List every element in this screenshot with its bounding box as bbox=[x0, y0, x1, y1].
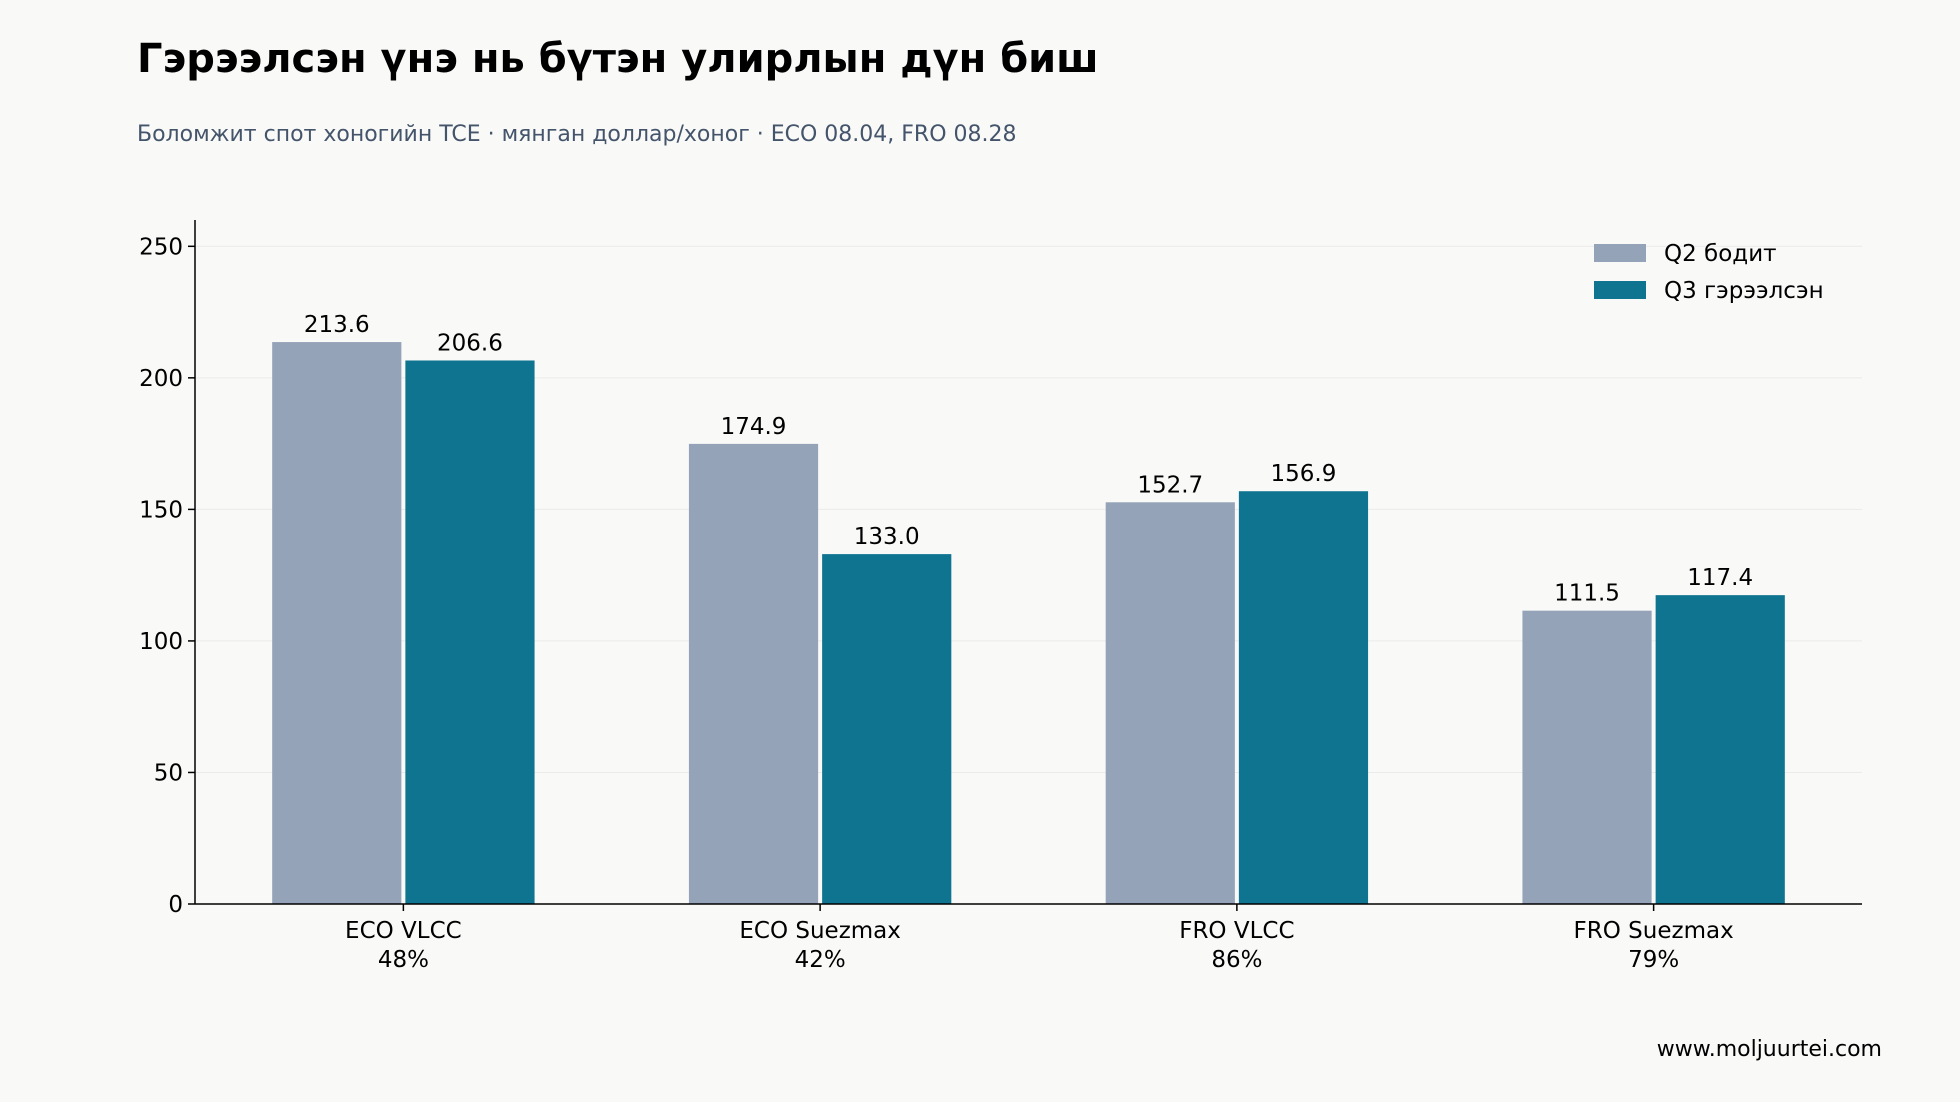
source-credit: www.moljuurtei.com bbox=[1656, 1037, 1882, 1062]
y-tick-label: 250 bbox=[139, 234, 183, 260]
data-label: 213.6 bbox=[304, 312, 370, 338]
y-tick-label: 150 bbox=[139, 497, 183, 523]
legend-swatch bbox=[1594, 244, 1646, 262]
data-label: 111.5 bbox=[1554, 581, 1620, 607]
y-tick-label: 100 bbox=[139, 629, 183, 655]
chart-subtitle: Боломжит спот хоногийн TCE · мянган долл… bbox=[137, 122, 1017, 147]
x-tick-label: 42% bbox=[795, 947, 846, 973]
y-tick-label: 0 bbox=[168, 892, 183, 918]
legend-swatch bbox=[1594, 281, 1646, 299]
x-tick-label: 86% bbox=[1211, 947, 1262, 973]
legend-label: Q3 гэрээлсэн bbox=[1664, 278, 1824, 304]
data-label: 206.6 bbox=[437, 330, 503, 356]
bar bbox=[688, 443, 819, 904]
y-tick-label: 200 bbox=[139, 366, 183, 392]
data-label: 152.7 bbox=[1137, 472, 1203, 498]
bars bbox=[272, 342, 1785, 905]
y-tick-label: 50 bbox=[154, 760, 183, 786]
bar bbox=[405, 360, 535, 905]
bar bbox=[1522, 610, 1652, 904]
chart-title: Гэрээлсэн үнэ нь бүтэн улирлын дүн биш bbox=[137, 36, 1099, 82]
bar bbox=[272, 342, 402, 904]
bar bbox=[1655, 595, 1785, 904]
axes: 0 50 100 150 200 250 ECO VLCC 48% ECO Suezmax 42%… bbox=[139, 220, 1862, 973]
x-tick-label: FRO VLCC bbox=[1179, 918, 1294, 944]
data-label: 156.9 bbox=[1271, 461, 1337, 487]
x-tick-label: 48% bbox=[378, 947, 429, 973]
bar bbox=[1238, 491, 1369, 904]
x-tick-label: FRO Suezmax bbox=[1574, 918, 1734, 944]
x-tick-label: 79% bbox=[1628, 947, 1679, 973]
data-label: 133.0 bbox=[854, 524, 920, 550]
bar bbox=[822, 554, 952, 904]
bar bbox=[1105, 502, 1235, 904]
legend: Q2 бодит Q3 гэрээлсэн bbox=[1594, 241, 1824, 304]
data-labels: 213.6 206.6 174.9 133.0 152.7 156.9 111.5 117.4 bbox=[304, 312, 1753, 607]
x-tick-label: ECO Suezmax bbox=[739, 918, 901, 944]
data-label: 117.4 bbox=[1687, 565, 1753, 591]
x-tick-label: ECO VLCC bbox=[345, 918, 462, 944]
legend-label: Q2 бодит bbox=[1664, 241, 1777, 267]
data-label: 174.9 bbox=[721, 414, 787, 440]
